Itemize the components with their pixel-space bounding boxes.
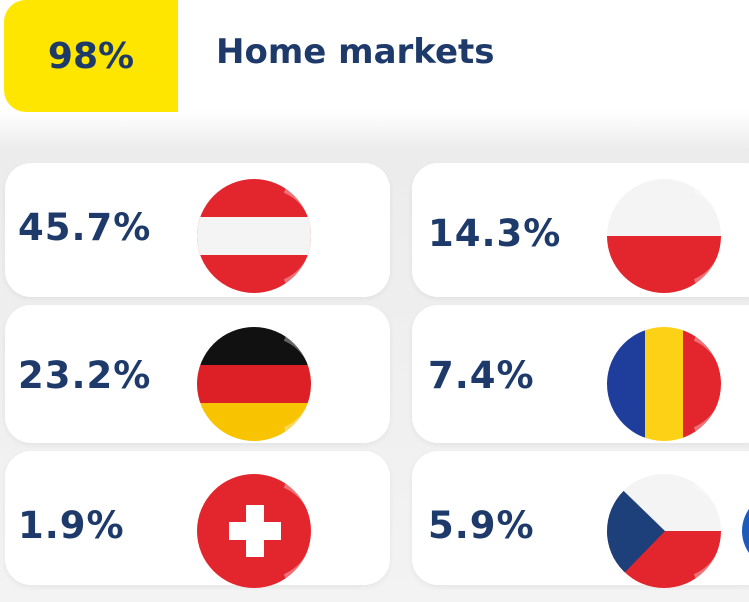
market-share: 1.9% [18, 504, 125, 547]
flag-shine [283, 187, 729, 580]
market-share: 7.4% [428, 354, 535, 397]
market-share: 5.9% [428, 504, 535, 547]
card [5, 451, 390, 585]
flag-germany [197, 327, 311, 441]
flag-czechia [607, 474, 721, 588]
market-share: 23.2% [18, 354, 152, 397]
flag-romania [607, 327, 721, 441]
flag-partial [742, 509, 749, 553]
card [5, 305, 390, 443]
market-share: 14.3% [428, 212, 562, 255]
badge: 98% [4, 0, 178, 112]
flag-switzerland [197, 474, 311, 588]
title: Home markets [216, 32, 495, 72]
market-share: 45.7% [18, 206, 152, 249]
flag-austria [197, 179, 311, 293]
flag-poland [607, 179, 721, 293]
